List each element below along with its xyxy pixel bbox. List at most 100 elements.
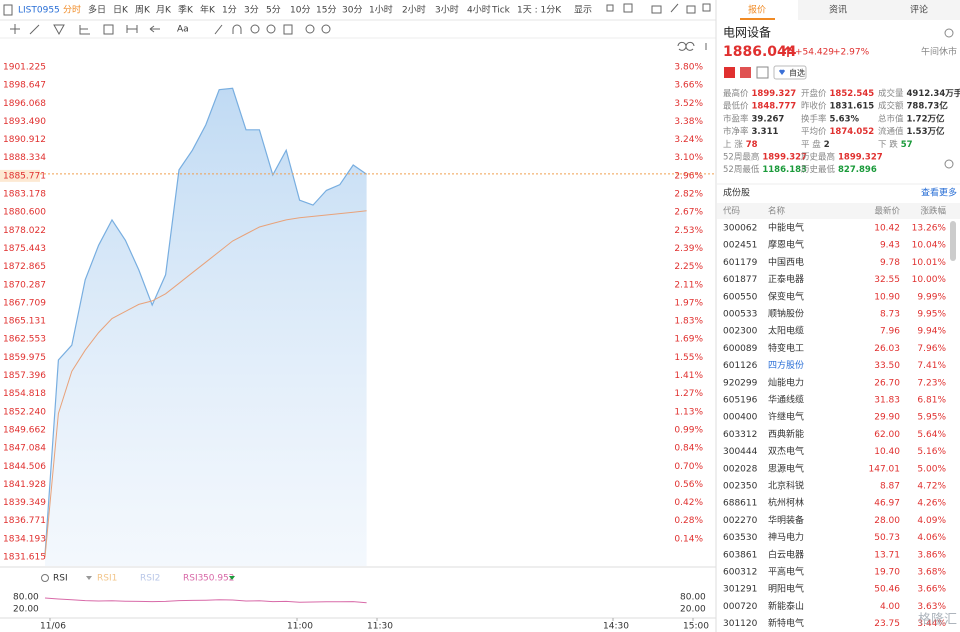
measure-tool[interactable] <box>126 25 138 33</box>
change-pct-cell: 3.86% <box>917 550 946 560</box>
crosshair-tool[interactable] <box>10 24 20 34</box>
channel-tool[interactable] <box>53 24 65 36</box>
code: 000533 <box>723 310 757 320</box>
last-price-cell: 50.73 <box>874 533 900 543</box>
stat: 市净率 3.311 <box>723 126 778 137</box>
settings-tool[interactable] <box>305 24 315 34</box>
font-tool[interactable]: Aa <box>177 25 189 35</box>
stock-name[interactable]: 杭州柯林 <box>768 497 804 509</box>
period-tab[interactable]: 3小时 <box>435 4 459 16</box>
stock-name[interactable]: 双杰电气 <box>768 445 804 457</box>
stock-name[interactable]: 白云电器 <box>768 548 804 560</box>
stock-name[interactable]: 正泰电器 <box>768 273 804 285</box>
pct-tick-label: 1.41% <box>674 371 703 381</box>
period-tab[interactable]: 1天 : 1分K <box>517 5 562 16</box>
stock-name[interactable]: 新特电气 <box>768 617 804 629</box>
stock-name[interactable]: 太阳电缆 <box>768 325 804 337</box>
stock-name[interactable]: 北京科锐 <box>768 480 804 492</box>
stock-name[interactable]: 中国西电 <box>768 256 804 268</box>
y-tick-label: 1836.771 <box>3 516 46 526</box>
stat: 换手率 5.63% <box>801 113 859 124</box>
pct-tick-label: 0.14% <box>674 534 703 544</box>
stock-name[interactable]: 四方股份 <box>768 359 804 371</box>
watch-button[interactable] <box>773 65 807 80</box>
stock-name[interactable]: 摩恩电气 <box>768 239 804 251</box>
stock-name[interactable]: 特变电工 <box>768 342 804 354</box>
stock-name[interactable]: 平高电气 <box>768 566 804 578</box>
period-tab[interactable]: 2小时 <box>402 4 426 16</box>
magnet-tool[interactable] <box>232 24 242 34</box>
scrollbar[interactable] <box>950 221 956 261</box>
stock-name[interactable]: 中能电气 <box>768 222 804 234</box>
stock-name[interactable]: 思源电气 <box>768 462 804 474</box>
panel-tab[interactable]: 评论 <box>910 4 928 16</box>
stock-name[interactable]: 灿能电力 <box>768 376 804 388</box>
stat: 流通值 1.53万亿 <box>878 126 945 137</box>
stat-label: 上 涨 <box>723 138 743 149</box>
stock-name[interactable]: 许继电气 <box>768 411 804 423</box>
panel-tab[interactable]: 报价 <box>748 4 766 16</box>
panel-tab[interactable]: 资讯 <box>829 5 847 16</box>
period-tab[interactable]: 1小时 <box>369 4 393 16</box>
pct-tick-label: 0.28% <box>674 516 703 526</box>
period-tab[interactable]: 1分 <box>222 5 237 16</box>
stock-name[interactable]: 神马电力 <box>768 531 804 543</box>
period-tab[interactable]: 分时 <box>63 4 81 16</box>
change-pct-cell: 9.99% <box>917 292 946 302</box>
stock-name[interactable]: 明阳电气 <box>768 583 804 595</box>
line-tool[interactable] <box>29 24 40 35</box>
sidebar-icon[interactable] <box>3 4 13 16</box>
code: 603530 <box>723 533 758 543</box>
stock-name[interactable]: 西典新能 <box>768 428 804 440</box>
doc-badge[interactable] <box>756 66 769 79</box>
undo-redo[interactable] <box>677 41 707 51</box>
grid-tool[interactable] <box>103 24 114 35</box>
ruler-tool[interactable] <box>214 24 223 35</box>
price-area <box>45 88 367 567</box>
trash-tool[interactable] <box>283 24 293 35</box>
settings-tool[interactable] <box>321 24 331 34</box>
stat-value: 3.311 <box>752 127 779 137</box>
stock-name[interactable]: 保变电气 <box>768 290 804 302</box>
stat-value: 1874.052 <box>830 127 875 137</box>
period-tab[interactable]: 30分 <box>342 5 362 16</box>
last-price: 1886.044 <box>723 44 797 60</box>
last-price-cell: 62.00 <box>874 430 900 440</box>
y-tick-label: 1859.975 <box>3 353 46 363</box>
rsi-settings[interactable] <box>41 574 49 582</box>
period-tab[interactable]: 季K <box>178 4 194 16</box>
period-tab[interactable]: 多日 <box>88 4 106 16</box>
stock-name[interactable]: 华通线缆 <box>768 394 804 406</box>
arrow-tool[interactable] <box>149 25 160 33</box>
stat-value: 788.73亿 <box>907 100 949 111</box>
period-tab[interactable]: 4小时 <box>467 4 491 16</box>
y-tick-label: 1883.178 <box>3 190 46 200</box>
symbol[interactable]: LIST0955 <box>18 6 60 16</box>
settings-icon[interactable] <box>944 28 954 38</box>
x-tick-label: 11:00 <box>287 622 313 632</box>
period-tab[interactable]: 月K <box>156 5 172 16</box>
dropdown-arrow[interactable] <box>86 576 92 580</box>
fib-tool[interactable] <box>79 25 90 35</box>
period-tab[interactable]: 3分 <box>244 5 259 16</box>
period-tab[interactable]: 年K <box>200 4 216 16</box>
more-link[interactable]: 查看更多 <box>921 187 957 199</box>
settings-icon[interactable] <box>944 159 954 169</box>
stock-name[interactable]: 顺钠股份 <box>768 308 804 320</box>
flag-badge <box>724 67 735 78</box>
period-tab[interactable]: Tick <box>491 6 511 16</box>
period-tab[interactable]: 10分 <box>290 5 310 16</box>
stat-label: 历史最高 <box>801 151 835 162</box>
period-tab[interactable]: 15分 <box>316 5 336 16</box>
period-tab[interactable]: 周K <box>135 5 151 16</box>
stock-name[interactable]: 华明装备 <box>768 514 804 526</box>
eye-tool[interactable] <box>250 24 260 34</box>
hide-tool[interactable] <box>266 24 276 34</box>
period-tab[interactable]: 5分 <box>266 5 281 16</box>
period-tab[interactable]: 日K <box>113 5 129 16</box>
toolbar-icons[interactable] <box>606 3 711 14</box>
stat-value: 4912.34万手 <box>907 88 960 99</box>
period-tab[interactable]: 显示 <box>574 5 592 16</box>
pct-tick-label: 2.25% <box>674 262 703 272</box>
stock-name[interactable]: 新能泰山 <box>768 600 804 612</box>
